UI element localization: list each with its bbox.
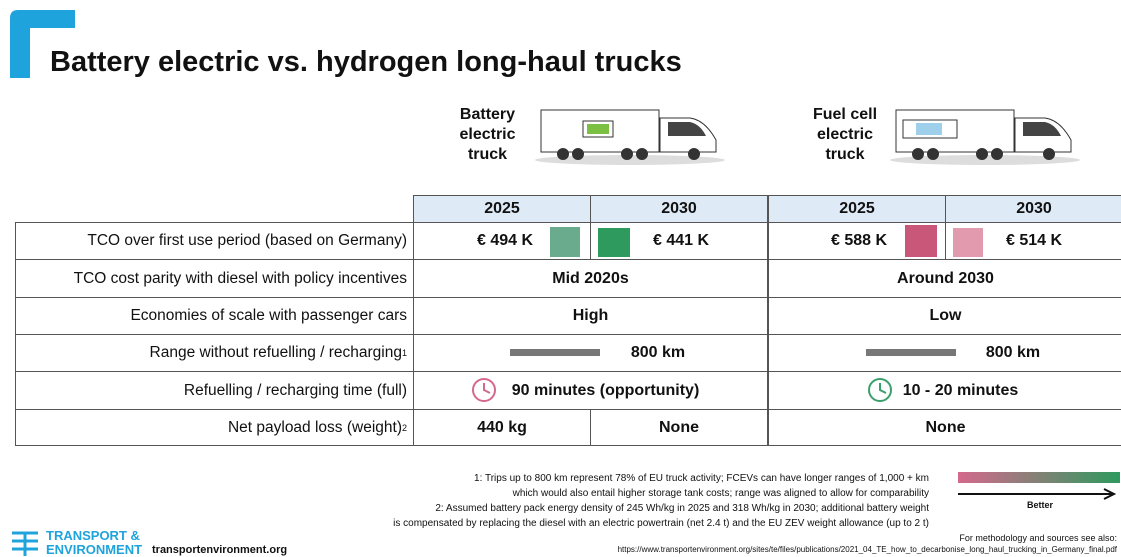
sources-note: For methodology and sources see also: xyxy=(959,533,1117,543)
cell: € 514 K xyxy=(945,222,1121,260)
site: transportenvironment.org xyxy=(152,544,287,556)
year-header: 2025 xyxy=(413,195,591,223)
label-text: Range without refuelling / recharging xyxy=(150,344,402,362)
legend-gradient xyxy=(958,472,1120,483)
title: Battery electric vs. hydrogen long-haul … xyxy=(50,46,682,79)
cell: Around 2030 xyxy=(768,259,1121,298)
cell: 10 - 20 minutes xyxy=(768,371,1121,410)
cell: 440 kg xyxy=(413,409,591,446)
label-line: electric xyxy=(800,125,890,145)
footnote-ref: 2 xyxy=(402,423,407,433)
label-text: Net payload loss (weight) xyxy=(228,419,402,437)
cell: 800 km xyxy=(768,334,1121,372)
label-line: Fuel cell xyxy=(800,105,890,125)
page: Battery electric vs. hydrogen long-haul … xyxy=(0,0,1121,557)
cell: Mid 2020s xyxy=(413,259,768,298)
footnote: is compensated by replacing the diesel w… xyxy=(393,516,929,531)
footnote: which would also entail higher storage t… xyxy=(393,486,929,501)
footnote-ref: 1 xyxy=(402,348,407,358)
bev-truck-icon xyxy=(535,110,725,165)
truck-label: Battery electric truck xyxy=(445,105,530,165)
label-line: truck xyxy=(445,145,530,165)
row-label: Refuelling / recharging time (full) xyxy=(15,371,414,410)
cell: Low xyxy=(768,297,1121,335)
row-label: Net payload loss (weight)2 xyxy=(15,409,414,446)
year-header: 2030 xyxy=(590,195,768,223)
logo-mark xyxy=(12,533,38,556)
cell: € 494 K xyxy=(413,222,591,260)
label-line: Battery xyxy=(445,105,530,125)
cell: 800 km xyxy=(413,334,768,372)
cell: High xyxy=(413,297,768,335)
cell: 90 minutes (opportunity) xyxy=(413,371,768,410)
truck-label: Fuel cell electric truck xyxy=(800,105,890,165)
footnote: 1: Trips up to 800 km represent 78% of E… xyxy=(393,471,929,486)
legend-arrow xyxy=(958,489,1114,499)
cell: € 588 K xyxy=(768,222,946,260)
label-line: electric xyxy=(445,125,530,145)
label-line: truck xyxy=(800,145,890,165)
fcev-truck-icon xyxy=(890,110,1080,165)
brand: TRANSPORT & ENVIRONMENT xyxy=(46,529,142,557)
footnotes: 1: Trips up to 800 km represent 78% of E… xyxy=(393,471,929,531)
cell: None xyxy=(590,409,768,446)
legend-label: Better xyxy=(1020,500,1060,510)
cell: None xyxy=(768,409,1121,446)
cell: € 441 K xyxy=(590,222,768,260)
footnote: 2: Assumed battery pack energy density o… xyxy=(393,501,929,516)
year-header: 2030 xyxy=(945,195,1121,223)
sources-url: https://www.transportenvironment.org/sit… xyxy=(618,545,1117,554)
row-label: TCO cost parity with diesel with policy … xyxy=(15,259,414,298)
row-label: TCO over first use period (based on Germ… xyxy=(15,222,414,260)
brand-line: TRANSPORT & xyxy=(46,529,142,543)
row-label: Economies of scale with passenger cars xyxy=(15,297,414,335)
year-header: 2025 xyxy=(768,195,946,223)
brand-line: ENVIRONMENT xyxy=(46,543,142,557)
